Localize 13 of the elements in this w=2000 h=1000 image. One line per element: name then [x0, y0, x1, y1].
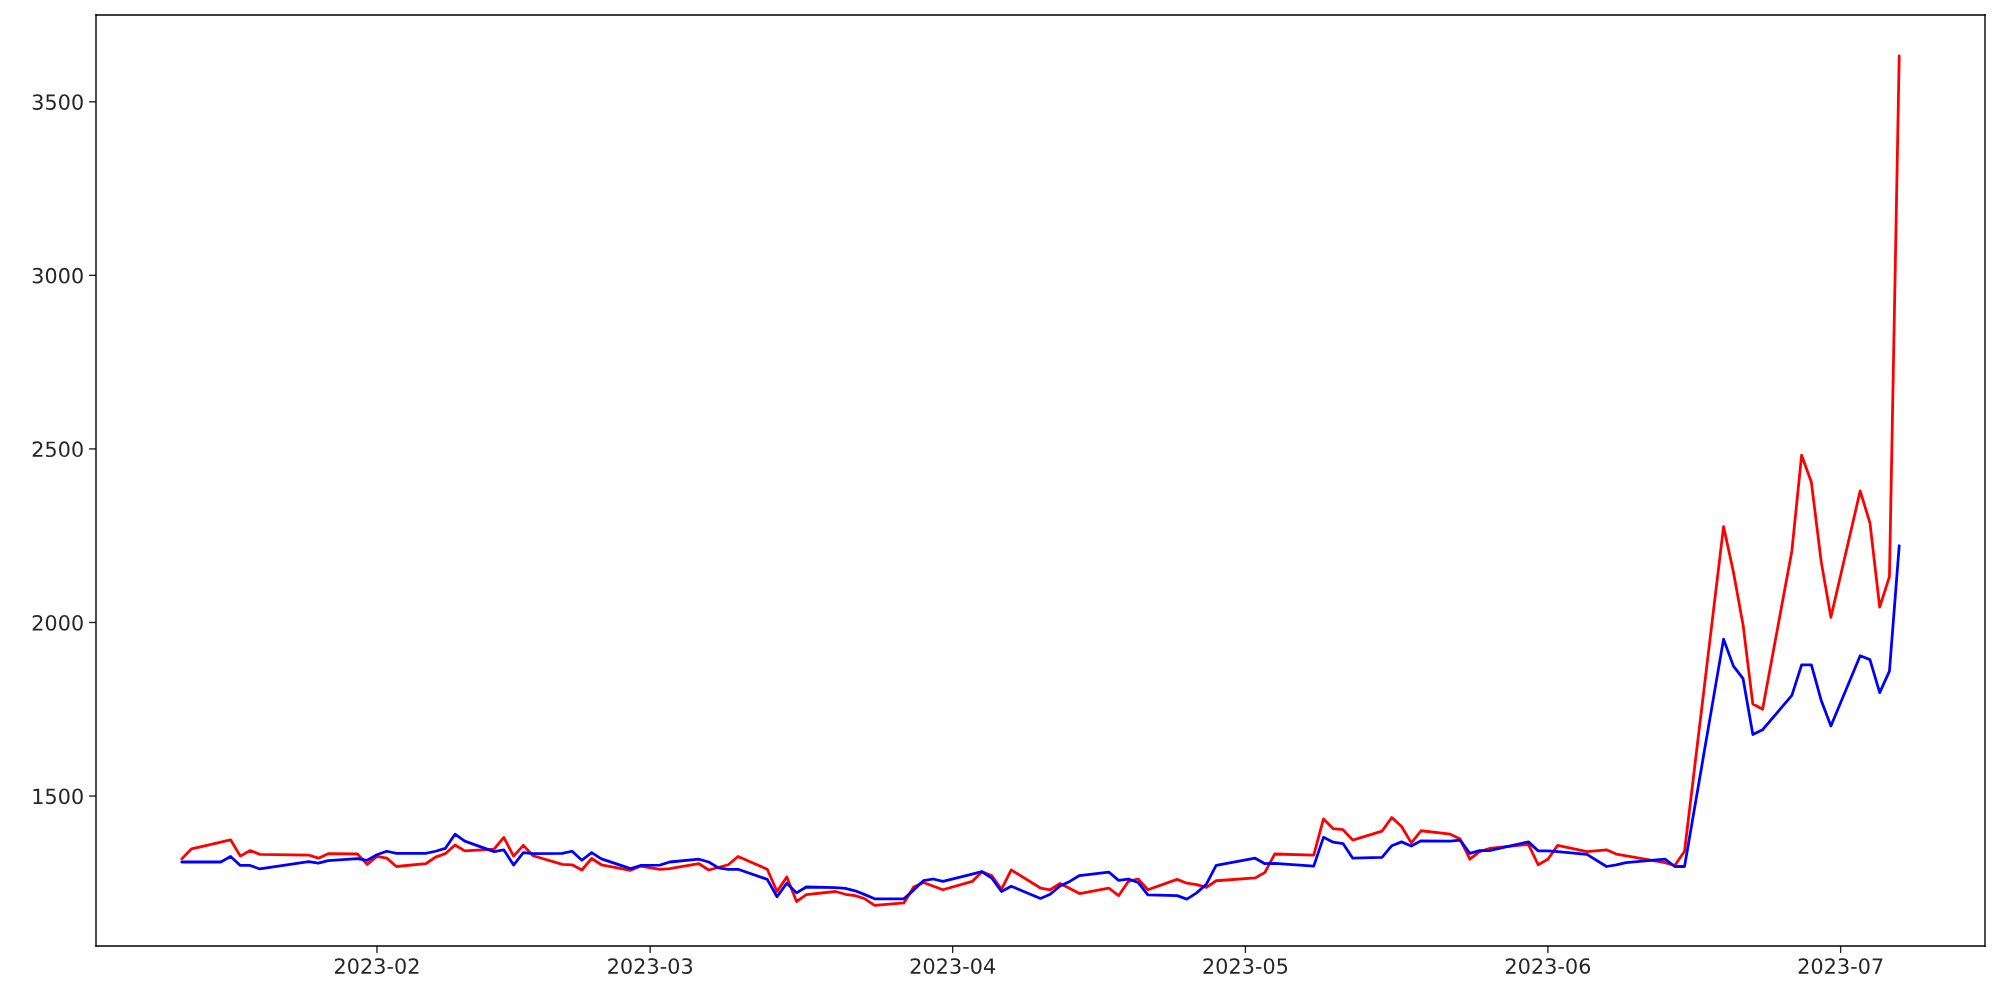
x-tick-label: 2023-03	[608, 958, 693, 974]
line-series	[180, 54, 1901, 907]
x-tick-label: 2023-07	[1798, 958, 1883, 974]
x-tick-label: 2023-05	[1203, 958, 1288, 974]
x-tick-label: 2023-06	[1505, 958, 1591, 974]
y-tick-label: 3000	[32, 267, 83, 284]
y-tick-label: 3500	[32, 94, 83, 110]
x-tick-label: 2023-02	[334, 958, 419, 974]
y-tick-label: 2500	[32, 441, 83, 458]
y-tick-label: 2000	[32, 614, 83, 631]
x-tick-label: 2023-04	[910, 958, 996, 974]
y-tick-label: 1500	[33, 788, 83, 805]
line-series	[180, 544, 1901, 901]
